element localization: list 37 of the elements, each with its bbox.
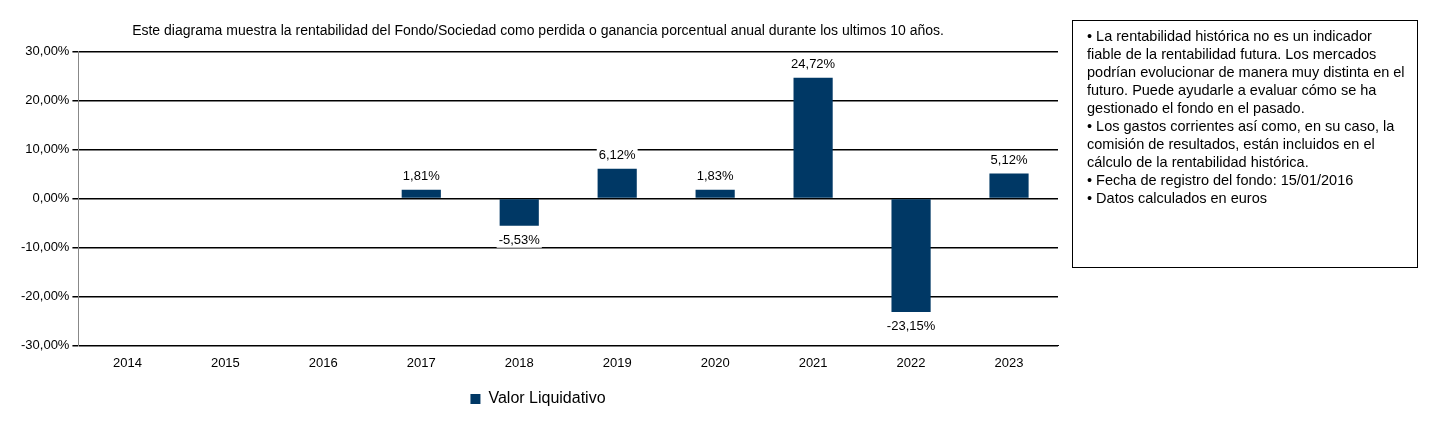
y-tick-label: 0,00% (32, 190, 70, 206)
text: • Fecha de registro del fondo: 15/01/2016 (1087, 171, 1355, 189)
data-label: 24,72% (791, 55, 836, 71)
data-label: 1,83% (696, 167, 735, 183)
x-tick-label: 2019 (602, 354, 632, 370)
text: • Datos calculados en euros (1087, 189, 1268, 207)
bar (499, 199, 539, 226)
x-tick-label: 2017 (406, 354, 436, 370)
y-tick-label: 20,00% (25, 92, 70, 108)
data-label: 5,12% (990, 151, 1028, 167)
bar (793, 77, 833, 198)
chart-title: Este diagrama muestra la rentabilidad del Fondo/Sociedad como perdida o ganancia porcentual anual durante los ultimos 10 años. (132, 22, 944, 39)
x-tick-label: 2016 (308, 354, 338, 370)
data-label: -23,15% (886, 317, 936, 333)
bar (597, 168, 637, 198)
x-tick-label: 2020 (700, 354, 730, 370)
x-tick-label: 2014 (112, 354, 142, 370)
x-tick-label: 2015 (210, 354, 240, 370)
y-tick-label: 10,00% (25, 141, 70, 157)
x-tick-label: 2023 (994, 354, 1024, 370)
y-tick-label: -30,00% (21, 336, 70, 352)
bar (891, 199, 931, 312)
data-label: 1,81% (402, 167, 441, 183)
bar (695, 189, 735, 198)
data-label: -5,53% (498, 231, 541, 247)
data-label: 6,12% (598, 146, 637, 162)
legend-label: Valor Liquidativo (488, 389, 606, 407)
x-tick-label: 2022 (896, 354, 926, 370)
y-tick-label: -10,00% (21, 239, 70, 255)
y-tick-label: 30,00% (25, 43, 70, 59)
text: • La rentabilidad histórica no es un indicador fiable de la rentabilidad futura. Los mercados podrían evolucionar de manera muy distinta en el futuro. Puede ayudarle a evaluar cómo se ha gestionado el fondo en el pasado. (1087, 27, 1405, 117)
y-tick-label: -20,00% (21, 288, 70, 304)
x-tick-label: 2018 (504, 354, 534, 370)
x-tick-label: 2021 (798, 354, 828, 370)
bar (401, 189, 441, 198)
text: • Los gastos corrientes así como, en su caso, la comisión de resultados, están incluidos en el cálculo de la rentabilidad histórica. (1087, 117, 1396, 171)
bar (989, 173, 1029, 198)
